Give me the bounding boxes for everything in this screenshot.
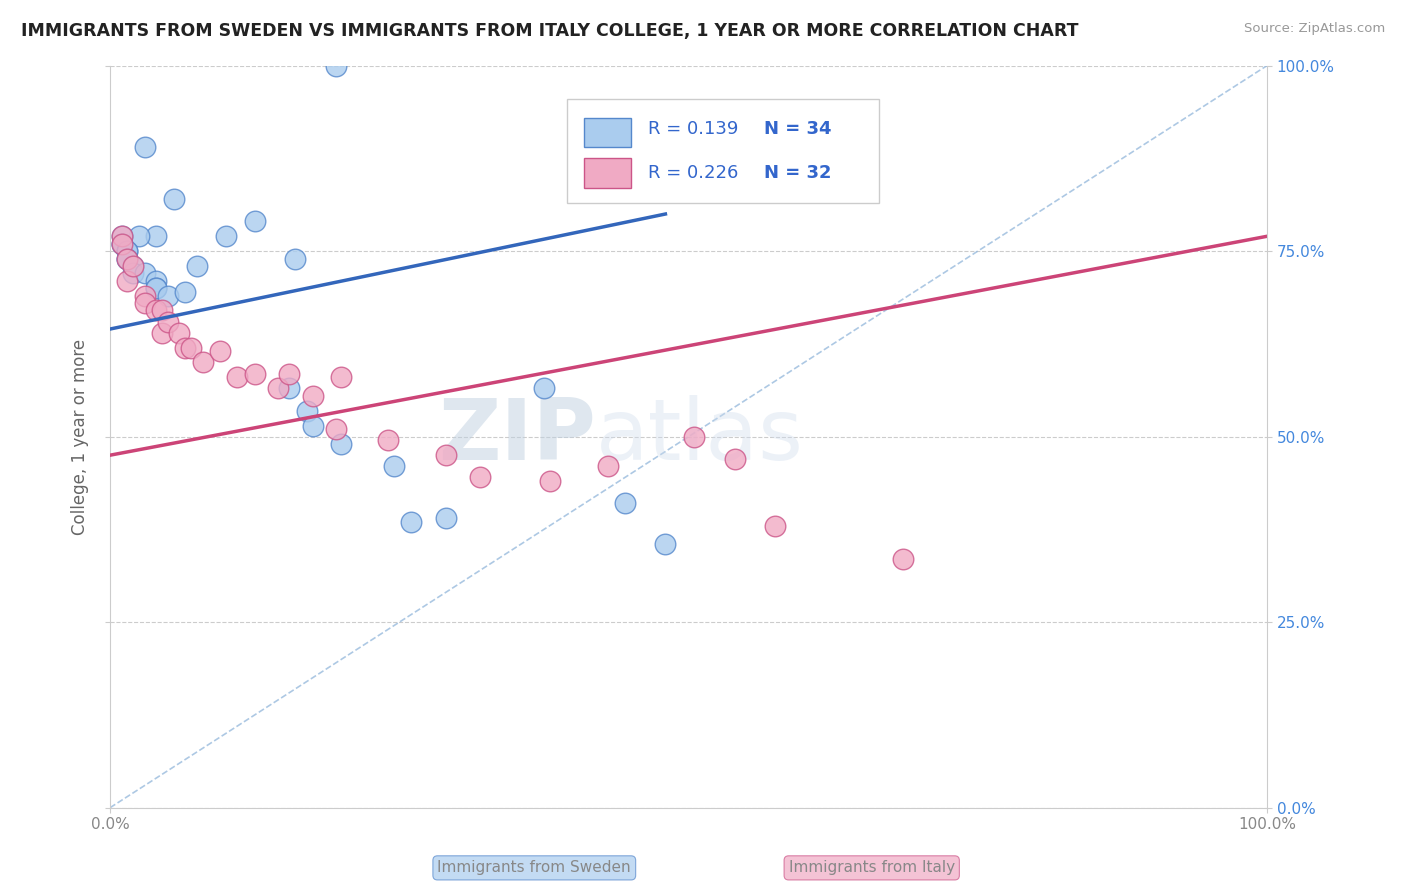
Point [301,389,323,403]
Point [163,192,186,206]
Point [174,341,197,355]
Point [117,252,139,266]
Point [654,537,676,551]
Text: Immigrants from Italy: Immigrants from Italy [789,861,955,875]
Bar [585,159,631,188]
Point [330,370,353,384]
Point [117,252,139,266]
Text: N = 32: N = 32 [763,164,831,182]
Point [278,381,301,395]
Point [533,381,555,395]
Point [117,244,139,259]
Point [145,274,167,288]
Point [111,229,134,244]
Text: R = 0.226: R = 0.226 [648,164,738,182]
Point [145,281,167,295]
Text: Immigrants from Sweden: Immigrants from Sweden [437,861,631,875]
Text: ZIP: ZIP [439,395,596,478]
Point [117,274,139,288]
Point [169,326,191,340]
Point [128,229,150,244]
Point [330,437,353,451]
Point [325,422,347,436]
Point [226,370,249,384]
Point [117,244,139,259]
Point [325,59,347,73]
Point [122,259,145,273]
Point [111,229,134,244]
Text: IMMIGRANTS FROM SWEDEN VS IMMIGRANTS FROM ITALY COLLEGE, 1 YEAR OR MORE CORRELAT: IMMIGRANTS FROM SWEDEN VS IMMIGRANTS FRO… [21,22,1078,40]
Point [134,266,156,280]
Point [150,303,173,318]
Point [382,459,405,474]
Point [538,474,561,488]
Point [145,281,167,295]
Point [295,403,318,417]
Point [434,448,457,462]
Point [111,236,134,251]
Point [150,326,173,340]
Point [284,252,307,266]
Point [145,229,167,244]
Point [243,367,266,381]
Point [122,259,145,273]
Point [377,434,399,448]
Point [215,229,238,244]
Point [243,214,266,228]
Point [724,451,747,466]
Point [301,418,323,433]
Point [267,381,290,395]
Point [134,140,156,154]
Point [111,236,134,251]
Text: Source: ZipAtlas.com: Source: ZipAtlas.com [1244,22,1385,36]
Point [134,288,156,302]
Text: atlas: atlas [596,395,804,478]
Point [156,315,179,329]
Point [891,552,914,566]
Point [174,285,197,299]
Point [145,303,167,318]
Point [186,259,208,273]
Text: N = 34: N = 34 [763,120,831,137]
Point [613,496,636,510]
Point [470,470,492,484]
Point [208,344,231,359]
Bar [585,118,631,147]
Point [180,341,202,355]
Point [683,430,706,444]
Text: R = 0.139: R = 0.139 [648,120,738,137]
Point [134,296,156,310]
Point [434,511,457,525]
Point [596,459,619,474]
Point [399,515,422,529]
Point [278,367,301,381]
Point [117,252,139,266]
FancyBboxPatch shape [567,99,880,202]
Point [122,266,145,280]
Point [763,518,786,533]
Point [111,236,134,251]
Point [156,288,179,302]
Point [191,355,214,369]
Y-axis label: College, 1 year or more: College, 1 year or more [72,339,89,534]
